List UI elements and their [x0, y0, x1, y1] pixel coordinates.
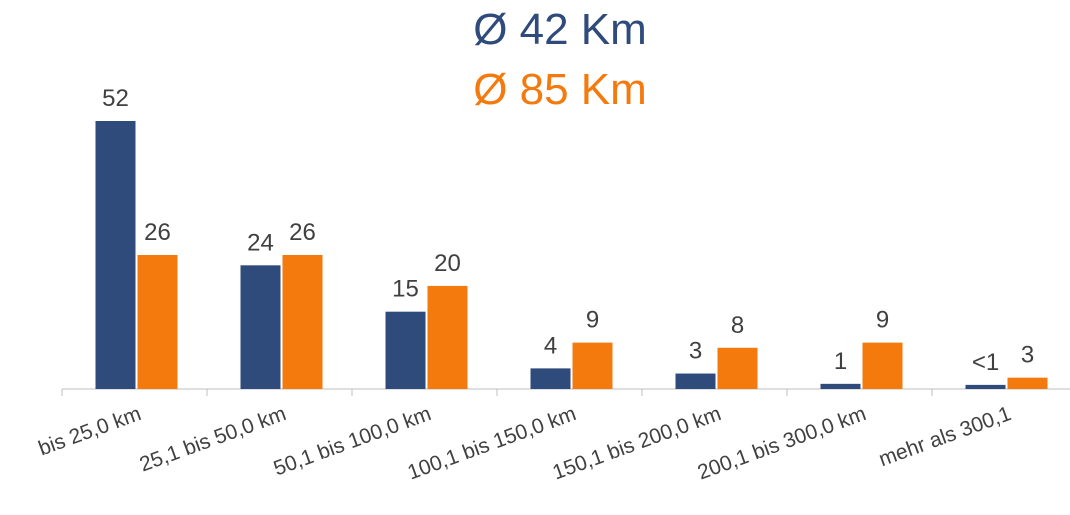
bar-series-2 — [1007, 377, 1048, 389]
data-label: 26 — [289, 219, 316, 246]
category-label: 25,1 bis 50,0 km — [137, 402, 290, 476]
bar-series-1 — [675, 373, 716, 389]
bar-series-1 — [530, 368, 571, 389]
data-label: 26 — [144, 219, 171, 246]
bar-series-1 — [820, 383, 861, 389]
data-label: 15 — [392, 276, 419, 303]
bar-series-2 — [717, 347, 758, 389]
average-series-2: Ø 85 Km — [473, 65, 647, 114]
data-label: 3 — [1021, 342, 1034, 369]
data-label: 3 — [689, 338, 702, 365]
bar-series-2 — [282, 255, 323, 389]
bar-series-1 — [95, 121, 136, 389]
average-series-1: Ø 42 Km — [473, 5, 647, 54]
data-label: 1 — [834, 348, 847, 375]
data-label: 24 — [247, 229, 274, 256]
data-label: <1 — [972, 349, 999, 376]
bar-series-1 — [385, 311, 426, 389]
data-label: 9 — [586, 307, 599, 334]
category-label: mehr als 300,1 — [876, 402, 1014, 471]
bar-series-2 — [137, 255, 178, 389]
category-label: bis 25,0 km — [35, 402, 144, 460]
bar-series-1 — [240, 265, 281, 389]
data-label: 20 — [434, 250, 461, 277]
data-label: 4 — [544, 332, 557, 359]
data-label: 9 — [876, 307, 889, 334]
bar-series-1 — [965, 384, 1006, 389]
data-label: 52 — [102, 85, 129, 112]
bar-series-2 — [862, 342, 903, 389]
data-label: 8 — [731, 312, 744, 339]
bar-series-2 — [572, 342, 613, 389]
bar-series-2 — [427, 285, 468, 389]
